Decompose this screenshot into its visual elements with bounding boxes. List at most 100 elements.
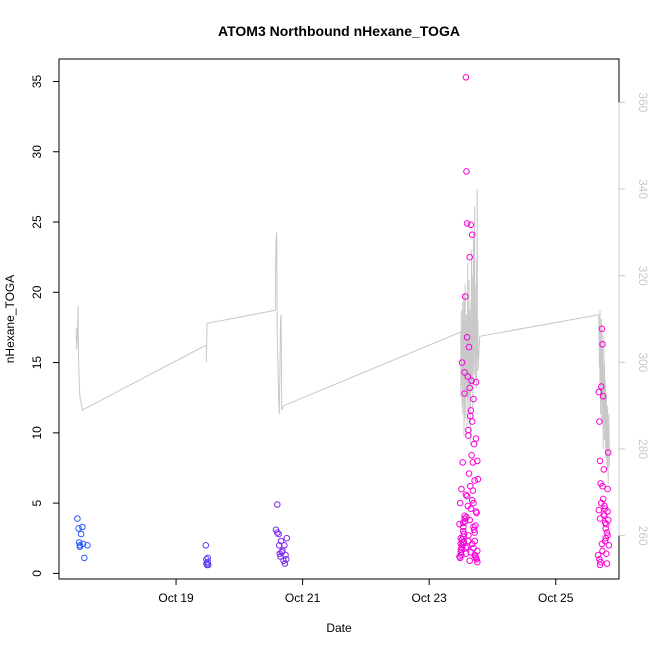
data-point [603, 550, 610, 558]
x-tick-label: Oct 25 [538, 591, 574, 605]
data-point [465, 470, 473, 477]
data-point [470, 526, 478, 534]
data-point [468, 452, 475, 459]
data-point [597, 558, 604, 566]
data-point [463, 168, 470, 175]
data-point [462, 491, 470, 499]
x-tick-label: Oct 23 [411, 591, 447, 605]
data-point [75, 525, 82, 532]
data-point [474, 558, 481, 566]
y-tick-label: 10 [30, 426, 44, 440]
data-point [596, 561, 604, 569]
data-point [598, 499, 605, 507]
data-point [79, 523, 86, 531]
data-point [461, 518, 469, 525]
x-tick-label: Oct 21 [285, 591, 321, 605]
data-point [601, 512, 608, 520]
data-point [603, 560, 611, 567]
data-point [470, 544, 477, 552]
point-series [74, 74, 613, 569]
data-point [471, 477, 479, 484]
data-point [461, 293, 469, 300]
data-point [282, 551, 289, 559]
data-point [462, 74, 470, 81]
data-point [84, 542, 91, 549]
data-point [282, 556, 290, 563]
data-point [466, 557, 474, 565]
series-line [75, 188, 610, 484]
data-point [599, 547, 606, 555]
data-point [596, 457, 604, 465]
data-point [468, 231, 476, 238]
x-tick-label: Oct 19 [158, 591, 194, 605]
right-tick-label: 260 [636, 526, 650, 546]
data-point [594, 551, 602, 559]
data-point [275, 542, 283, 549]
data-point [595, 506, 603, 514]
data-point [474, 457, 481, 465]
data-point [602, 525, 610, 532]
data-point [604, 508, 611, 515]
data-point [470, 395, 477, 403]
data-point [601, 537, 609, 545]
data-point [599, 495, 607, 503]
y-tick-label: 15 [30, 356, 44, 370]
data-point [595, 388, 603, 396]
data-point [202, 542, 210, 549]
right-tick-label: 340 [636, 179, 650, 199]
y-tick-label: 30 [30, 145, 44, 159]
data-point [281, 560, 289, 567]
data-point [604, 449, 612, 456]
data-point [603, 529, 611, 536]
data-point [461, 369, 468, 376]
x-axis-label: Date [326, 621, 352, 635]
right-tick-label: 320 [636, 266, 650, 286]
data-point [604, 516, 612, 524]
line-series [75, 188, 610, 484]
data-point [604, 532, 611, 539]
data-point [472, 554, 480, 562]
y-tick-label: 20 [30, 285, 44, 299]
data-point [460, 533, 467, 541]
data-point [605, 542, 613, 549]
data-point [459, 459, 467, 466]
data-point [596, 418, 603, 425]
data-point [458, 485, 465, 493]
data-point [275, 530, 282, 538]
data-point [466, 253, 474, 261]
data-point [473, 509, 480, 517]
data-point [599, 341, 606, 348]
right-tick-label: 360 [636, 92, 650, 112]
y-tick-label: 35 [30, 74, 44, 88]
data-point [274, 501, 281, 508]
y-tick-label: 5 [30, 499, 44, 506]
data-point [458, 359, 466, 366]
data-point [460, 530, 468, 538]
data-point [74, 515, 81, 522]
data-point [598, 325, 606, 333]
y-axis: 0 5 10 15 20 25 30 35 [30, 74, 60, 577]
data-point [464, 373, 472, 380]
data-point [75, 539, 83, 546]
data-point [463, 334, 471, 341]
data-point [470, 440, 478, 448]
data-point [463, 513, 470, 521]
data-point [204, 558, 211, 566]
data-point [472, 435, 480, 442]
data-point [599, 482, 606, 490]
y-tick-label: 25 [30, 215, 44, 229]
data-point [456, 499, 464, 507]
data-point [468, 418, 476, 425]
data-point [467, 407, 475, 414]
data-point [461, 390, 468, 397]
data-point [463, 220, 471, 227]
data-point [204, 554, 211, 562]
data-point [474, 475, 482, 483]
data-point [465, 426, 472, 434]
data-point [460, 523, 467, 531]
data-point [600, 466, 608, 473]
data-point [468, 540, 476, 548]
y-axis-label: nHexane_TOGA [3, 275, 17, 364]
chart-title: ATOM3 Northbound nHexane_TOGA [218, 23, 460, 39]
